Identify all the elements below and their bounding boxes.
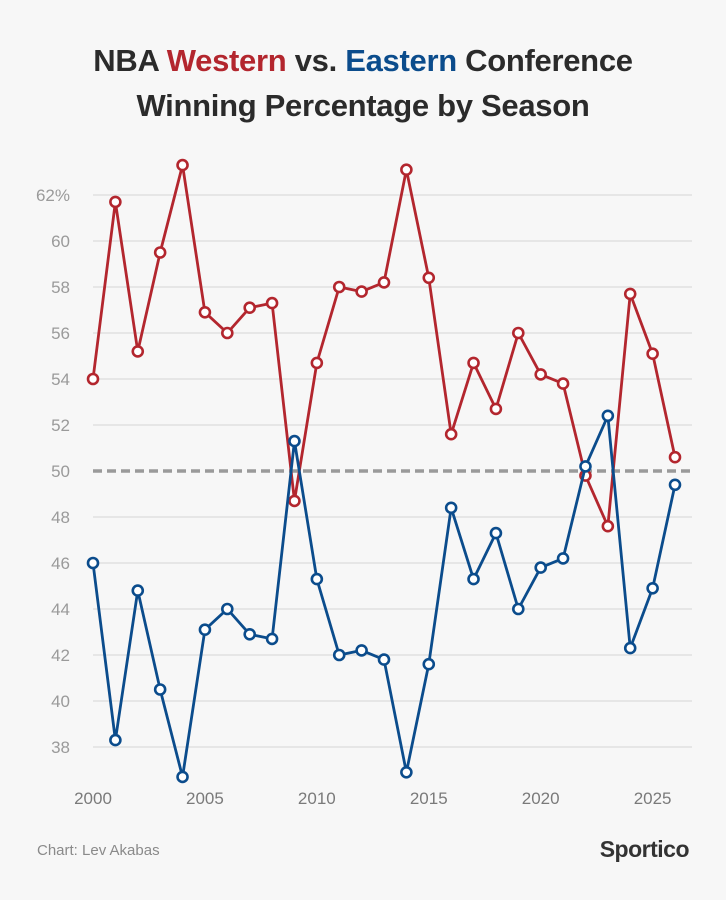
data-point-western-2026 (668, 450, 682, 464)
title-eastern: Eastern (345, 43, 457, 78)
data-point-western-2025 (646, 347, 659, 361)
data-point-eastern-2003 (153, 683, 167, 696)
data-point-western-2014 (400, 163, 413, 176)
data-point-western-2024 (623, 287, 637, 301)
data-point-eastern-2022 (579, 460, 592, 473)
data-point-western-2020 (534, 368, 547, 381)
data-point-eastern-2006 (221, 602, 234, 616)
data-point-eastern-2001 (109, 733, 122, 747)
data-point-western-2013 (377, 276, 391, 289)
y-tick-label: 56 (51, 324, 70, 343)
data-point-eastern-2023 (601, 409, 615, 423)
x-tick-label: 2025 (634, 789, 672, 808)
y-axis-ticks: 38 40 42 44 46 48 50 52 54 56 58 60 62% (36, 186, 70, 757)
title-line-2: Winning Percentage by Season (136, 88, 590, 123)
data-point-eastern-2015 (422, 657, 436, 671)
data-point-western-2010 (310, 356, 324, 370)
data-point-eastern-2019 (512, 602, 525, 616)
data-point-western-2000 (86, 372, 100, 386)
data-point-eastern-2026 (668, 478, 682, 492)
data-point-eastern-2017 (467, 572, 480, 586)
data-point-western-2007 (243, 301, 256, 315)
data-point-eastern-2018 (489, 526, 503, 540)
data-point-western-2023 (601, 519, 615, 533)
chart-credit: Chart: Lev Akabas (37, 842, 160, 859)
gridlines (93, 194, 692, 748)
data-point-eastern-2012 (355, 644, 368, 657)
data-point-western-2012 (355, 285, 368, 298)
data-point-western-2017 (467, 356, 480, 370)
title-prefix: NBA (93, 43, 167, 78)
title-suffix: Conference (456, 43, 633, 78)
data-point-eastern-2011 (332, 648, 346, 662)
y-tick-label: 58 (51, 278, 70, 297)
data-point-eastern-2010 (310, 572, 324, 586)
data-point-eastern-2007 (243, 627, 256, 641)
series-western (86, 158, 682, 533)
title-western: Western (166, 43, 287, 78)
data-point-western-2015 (422, 271, 436, 285)
data-point-eastern-2004 (176, 770, 189, 784)
x-tick-label: 2010 (298, 789, 336, 808)
data-point-western-2009 (288, 494, 301, 508)
x-tick-label: 2005 (186, 789, 224, 808)
x-tick-label: 2020 (522, 789, 560, 808)
data-point-western-2019 (512, 326, 525, 340)
data-point-western-2005 (198, 305, 212, 319)
series-group (86, 158, 682, 784)
data-point-eastern-2020 (534, 561, 547, 574)
data-point-western-2004 (176, 158, 189, 172)
y-tick-label: 42 (51, 646, 70, 665)
title-middle: vs. (286, 43, 346, 78)
x-axis-ticks: 2000 2005 2010 2015 2020 2025 (74, 789, 671, 808)
y-tick-label: 48 (51, 508, 70, 527)
data-point-eastern-2002 (131, 584, 145, 597)
data-point-western-2021 (556, 377, 570, 390)
x-tick-label: 2000 (74, 789, 112, 808)
series-eastern (86, 409, 682, 784)
data-point-western-2006 (221, 326, 234, 340)
data-point-eastern-2016 (444, 501, 458, 515)
y-tick-label: 38 (51, 738, 70, 757)
y-tick-label: 40 (51, 692, 70, 711)
y-tick-label: 54 (51, 370, 70, 389)
x-tick-label: 2015 (410, 789, 448, 808)
data-point-eastern-2000 (86, 556, 100, 570)
y-tick-label: 62% (36, 186, 70, 205)
data-point-eastern-2021 (556, 552, 570, 565)
y-tick-label: 52 (51, 416, 70, 435)
data-point-eastern-2014 (400, 765, 413, 779)
data-point-western-2011 (332, 280, 346, 294)
data-point-western-2018 (489, 402, 503, 416)
data-point-western-2008 (265, 296, 279, 310)
data-point-eastern-2024 (623, 641, 637, 655)
data-point-eastern-2009 (288, 434, 301, 448)
data-point-western-2002 (131, 345, 145, 358)
y-tick-label: 50 (51, 462, 70, 481)
y-tick-label: 60 (51, 232, 70, 251)
data-point-eastern-2013 (377, 653, 391, 666)
title-line-1: NBA Western vs. Eastern Conference (0, 38, 726, 83)
data-point-eastern-2008 (265, 632, 279, 646)
y-tick-label: 46 (51, 554, 70, 573)
y-tick-label: 44 (51, 600, 70, 619)
data-point-eastern-2005 (198, 623, 212, 637)
data-point-western-2016 (444, 427, 458, 441)
data-point-western-2003 (153, 246, 167, 259)
data-point-eastern-2025 (646, 581, 659, 595)
chart-title: NBA Western vs. Eastern Conference Winni… (0, 38, 726, 128)
data-point-western-2001 (109, 195, 122, 209)
sportico-logo: Sportico (599, 836, 690, 862)
